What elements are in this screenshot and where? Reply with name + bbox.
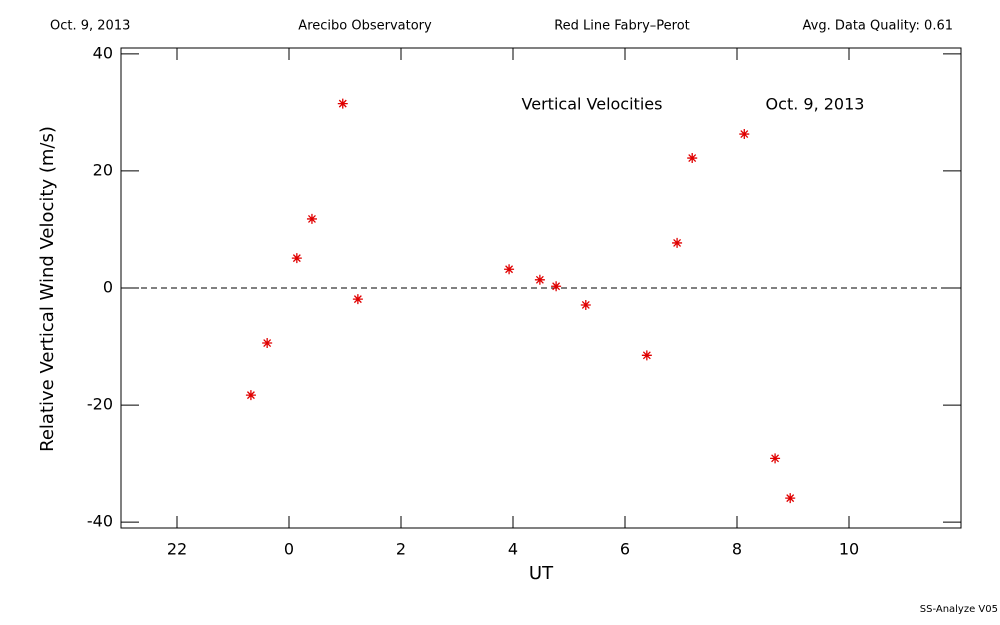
point — [770, 453, 781, 464]
annotation: Oct. 9, 2013 — [766, 95, 865, 114]
point — [245, 390, 256, 401]
header-site: Arecibo Observatory — [298, 19, 432, 34]
x-tick-label: 6 — [620, 540, 630, 559]
x-tick-label: 2 — [396, 540, 406, 559]
x-tick-label: 10 — [839, 540, 859, 559]
point — [687, 153, 698, 164]
y-tick-label: -20 — [87, 395, 113, 414]
header-date: Oct. 9, 2013 — [50, 19, 130, 34]
point — [641, 350, 652, 361]
header-instrument: Red Line Fabry–Perot — [554, 19, 690, 34]
point — [306, 213, 317, 224]
y-tick-label: 20 — [93, 160, 113, 179]
x-tick-label: 8 — [732, 540, 742, 559]
annotation: Vertical Velocities — [522, 95, 663, 114]
y-axis-label: Relative Vertical Wind Velocity (m/s) — [37, 126, 58, 452]
header-quality: Avg. Data Quality: 0.61 — [803, 19, 953, 34]
point — [291, 253, 302, 264]
point — [262, 338, 273, 349]
point — [551, 281, 562, 292]
x-tick-label: 22 — [167, 540, 187, 559]
x-tick-label: 0 — [284, 540, 294, 559]
point — [739, 129, 750, 140]
x-tick-label: 4 — [508, 540, 518, 559]
point — [580, 299, 591, 310]
point — [785, 493, 796, 504]
point — [672, 237, 683, 248]
point — [504, 264, 515, 275]
footer: SS-Analyze V05 — [920, 604, 998, 615]
y-tick-label: 40 — [93, 43, 113, 62]
x-axis-label: UT — [529, 563, 554, 584]
point — [337, 98, 348, 109]
point — [352, 294, 363, 305]
point — [534, 274, 545, 285]
y-tick-label: -40 — [87, 512, 113, 531]
y-tick-label: 0 — [103, 278, 113, 297]
